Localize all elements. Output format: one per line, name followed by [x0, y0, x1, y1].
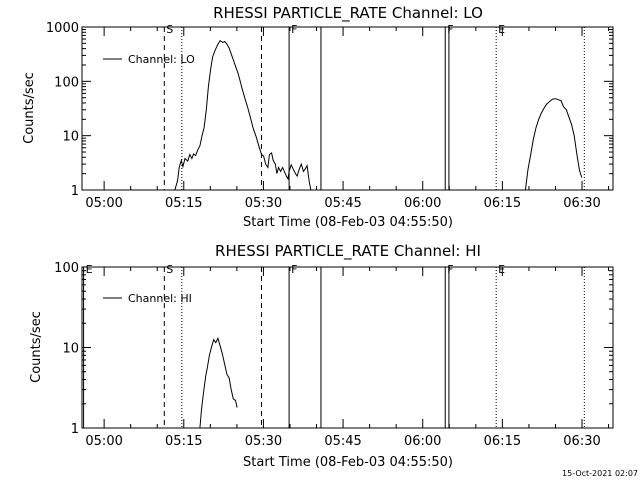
y-tick-label: 1	[71, 184, 79, 199]
legend-label: Channel: LO	[128, 53, 195, 66]
x-tick-label: 05:30	[245, 434, 282, 449]
x-tick-label: 06:00	[404, 434, 441, 449]
x-tick-label: 06:30	[563, 196, 600, 211]
legend-label: Channel: HI	[128, 292, 192, 305]
timestamp: 15-Oct-2021 02:07	[562, 469, 638, 478]
chart-panel-lo: RHESSI PARTICLE_RATE Channel: LO Start T…	[22, 4, 614, 230]
series-line	[524, 98, 583, 191]
event-marker-label: S	[166, 263, 173, 276]
event-marker-label: F	[291, 263, 297, 276]
series-line	[174, 39, 312, 191]
x-tick-label: 05:30	[245, 196, 282, 211]
x-axis-label: Start Time (08-Feb-03 04:55:50)	[243, 215, 453, 230]
series-line	[199, 336, 238, 429]
x-axis-label: Start Time (08-Feb-03 04:55:50)	[243, 455, 453, 470]
event-marker-label: E	[498, 263, 505, 276]
event-marker-label: F	[447, 23, 453, 36]
x-tick-label: 06:00	[404, 196, 441, 211]
y-tick-label: 100	[54, 75, 79, 90]
chart-title: RHESSI PARTICLE_RATE Channel: LO	[213, 4, 483, 23]
x-tick-label: 05:45	[324, 196, 361, 211]
event-marker-label: F	[291, 23, 297, 36]
x-tick-label: 06:15	[484, 434, 521, 449]
event-marker-label: F	[447, 263, 453, 276]
x-tick-label: 05:00	[85, 196, 122, 211]
x-tick-label: 05:00	[85, 434, 122, 449]
y-tick-label: 10	[62, 342, 79, 357]
chart-panel-hi: RHESSI PARTICLE_RATE Channel: HI Start T…	[29, 242, 614, 470]
x-tick-label: 05:15	[165, 434, 202, 449]
x-tick-label: 05:15	[165, 196, 202, 211]
event-marker-label: S	[166, 23, 173, 36]
y-axis-label: Counts/sec	[22, 72, 37, 144]
y-tick-label: 10	[62, 130, 79, 145]
event-marker-label: E	[86, 263, 93, 276]
chart-title: RHESSI PARTICLE_RATE Channel: HI	[215, 242, 481, 261]
x-tick-label: 05:45	[324, 434, 361, 449]
y-tick-label: 100	[54, 261, 79, 276]
y-axis-label: Counts/sec	[29, 311, 44, 383]
y-tick-label: 1000	[46, 21, 79, 36]
event-marker-label: E	[498, 23, 505, 36]
plot-frame	[81, 26, 614, 191]
x-tick-label: 06:30	[563, 434, 600, 449]
y-tick-label: 1	[71, 422, 79, 437]
x-tick-label: 06:15	[484, 196, 521, 211]
